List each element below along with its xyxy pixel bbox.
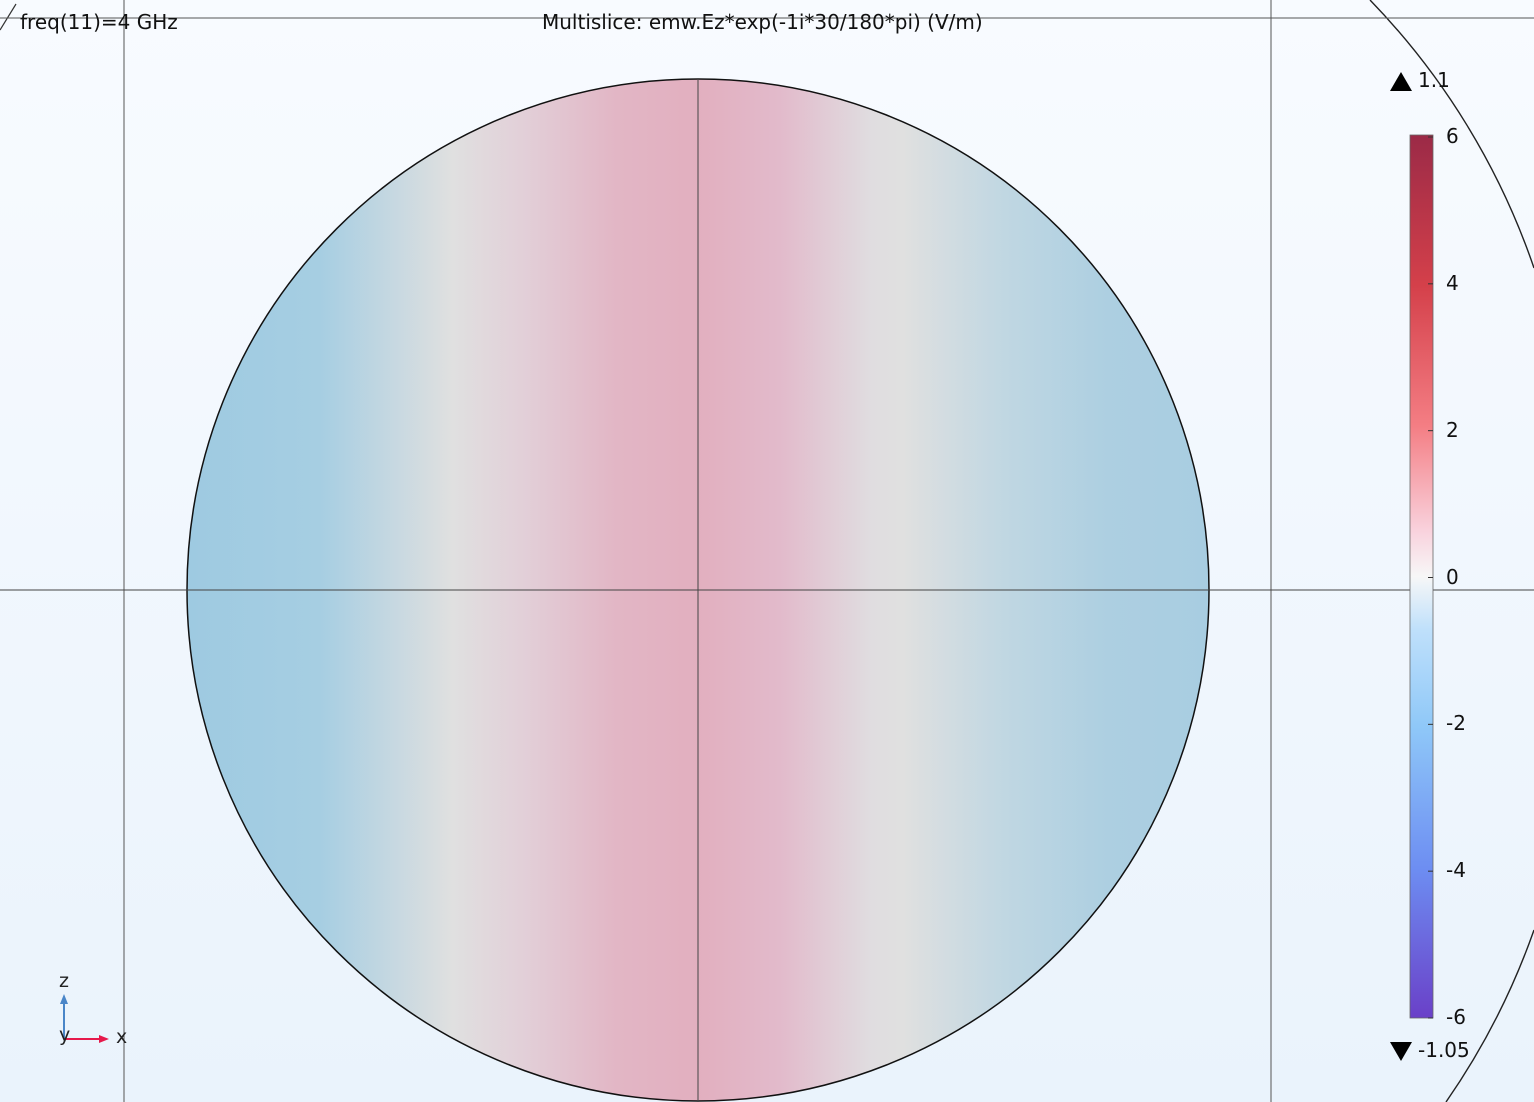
plot-title: Multislice: emw.Ez*exp(-1i*30/180*pi) (V… xyxy=(542,10,983,34)
color-legend-tick-label: -6 xyxy=(1446,1005,1466,1029)
outer-boundary-arc-lower xyxy=(1445,929,1534,1102)
triad-x-label: x xyxy=(116,1026,128,1048)
triad-z-arrowhead xyxy=(60,994,68,1004)
corner-line xyxy=(0,3,17,31)
max-value-marker: 1.1 xyxy=(1390,68,1450,92)
color-legend-ticks xyxy=(1428,136,1433,1019)
triangle-down-icon xyxy=(1390,1042,1412,1061)
color-legend-tick-label: 0 xyxy=(1446,564,1459,589)
color-legend-bar xyxy=(1409,134,1434,1019)
min-value-marker: -1.05 xyxy=(1390,1038,1470,1062)
color-legend-tick-label: 2 xyxy=(1446,417,1459,442)
min-value-text: -1.05 xyxy=(1418,1038,1470,1062)
parameter-value-label: freq(11)=4 GHz xyxy=(20,10,178,34)
color-legend-tick-label: -4 xyxy=(1446,858,1466,883)
triad-x-arrowhead xyxy=(99,1035,109,1043)
triangle-up-icon xyxy=(1390,72,1412,91)
triad-y-label: y xyxy=(59,1024,71,1046)
color-legend-tick-label: -2 xyxy=(1446,711,1466,736)
axis-triad xyxy=(60,994,109,1043)
triad-z-label: z xyxy=(59,970,69,992)
color-legend-tick-label: 4 xyxy=(1446,270,1459,295)
max-value-text: 1.1 xyxy=(1418,68,1450,92)
outer-boundary-arc xyxy=(1369,0,1534,269)
color-legend-tick-label: 6 xyxy=(1446,124,1459,148)
